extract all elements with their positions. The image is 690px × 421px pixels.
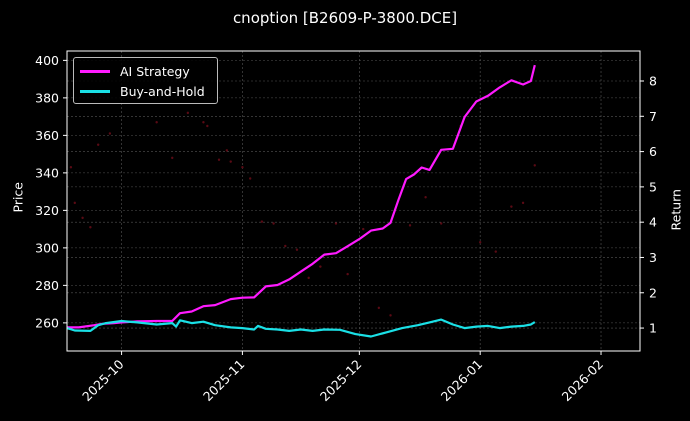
price-point bbox=[69, 166, 73, 169]
tick-label-left: 340 bbox=[35, 165, 59, 180]
price-point bbox=[241, 166, 244, 169]
plot-frame bbox=[66, 50, 641, 352]
price-point bbox=[81, 216, 84, 220]
price-point bbox=[96, 143, 100, 146]
price-point bbox=[424, 196, 427, 199]
price-point bbox=[155, 121, 158, 124]
legend-swatch-ai-strategy bbox=[80, 69, 110, 73]
price-point bbox=[229, 160, 232, 163]
tick-label-left: 400 bbox=[35, 53, 59, 68]
legend-label: AI Strategy bbox=[120, 63, 190, 79]
tick-label-x: 2025-10 bbox=[79, 356, 127, 404]
price-point bbox=[319, 265, 322, 268]
price-point bbox=[440, 222, 443, 225]
chart-title: cnoption [B2609-P-3800.DCE] bbox=[232, 9, 458, 27]
legend-label: Buy-and-Hold bbox=[120, 83, 205, 99]
tick-label-x: 2025-12 bbox=[317, 357, 365, 405]
legend: AI Strategy Buy-and-Hold bbox=[73, 57, 218, 104]
tick-label-left: 280 bbox=[35, 278, 59, 293]
price-point bbox=[408, 224, 412, 227]
price-point bbox=[334, 222, 338, 225]
tick-label-right: 1 bbox=[649, 321, 657, 336]
price-point bbox=[377, 306, 381, 310]
y-axis-right-label: Return bbox=[668, 189, 684, 231]
price-point bbox=[478, 241, 482, 244]
price-point bbox=[108, 132, 112, 135]
ai-strategy-line bbox=[67, 64, 536, 329]
price-point bbox=[272, 222, 275, 225]
price-point bbox=[225, 149, 229, 152]
tick-label-left: 320 bbox=[35, 203, 59, 218]
tick-label-left: 360 bbox=[35, 128, 59, 143]
tick-label-right: 5 bbox=[649, 179, 657, 194]
price-point bbox=[494, 250, 497, 253]
tick-label-right: 2 bbox=[649, 285, 657, 300]
legend-swatch-buy-and-hold bbox=[80, 89, 110, 93]
tick-label-right: 6 bbox=[649, 144, 657, 159]
legend-item-ai-strategy: AI Strategy bbox=[80, 62, 190, 80]
price-point bbox=[202, 121, 205, 124]
price-point bbox=[295, 248, 299, 251]
price-point bbox=[217, 158, 221, 161]
tick-label-x: 2026-02 bbox=[559, 357, 607, 405]
price-point bbox=[346, 272, 349, 276]
price-point bbox=[73, 201, 76, 205]
price-point bbox=[389, 314, 392, 317]
tick-label-right: 8 bbox=[649, 74, 657, 89]
price-point bbox=[186, 111, 190, 115]
price-point bbox=[260, 220, 264, 223]
price-point bbox=[521, 201, 525, 205]
price-point bbox=[510, 205, 513, 208]
price-point bbox=[249, 177, 252, 180]
legend-item-buy-and-hold: Buy-and-Hold bbox=[80, 82, 205, 100]
price-point bbox=[89, 226, 92, 229]
price-point bbox=[284, 244, 287, 248]
tick-label-left: 300 bbox=[35, 240, 59, 255]
tick-label-right: 4 bbox=[649, 215, 657, 230]
price-point bbox=[206, 124, 209, 128]
buy-and-hold-line bbox=[66, 318, 536, 338]
price-point bbox=[171, 156, 174, 160]
tick-label-right: 7 bbox=[649, 109, 657, 124]
price-point bbox=[362, 227, 365, 231]
price-point bbox=[307, 276, 310, 280]
tick-label-left: 260 bbox=[35, 315, 59, 330]
price-point bbox=[533, 164, 536, 167]
tick-label-left: 380 bbox=[35, 90, 59, 105]
tick-label-x: 2025-11 bbox=[200, 357, 248, 405]
tick-label-x: 2026-01 bbox=[438, 357, 486, 405]
tick-label-right: 3 bbox=[649, 250, 657, 265]
y-axis-left-label: Price bbox=[10, 182, 26, 213]
